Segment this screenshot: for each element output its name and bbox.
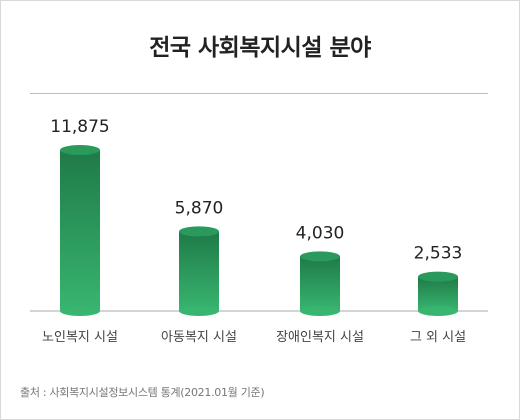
chart-title: 전국 사회복지시설 분야 xyxy=(149,35,371,61)
bar-value-label: 11,875 xyxy=(50,117,109,137)
bar-1 xyxy=(60,145,100,316)
x-tick-label: 아동복지 시설 xyxy=(161,330,237,345)
bar-body xyxy=(60,150,100,311)
bar-bottom-cap xyxy=(60,306,100,316)
title-divider xyxy=(30,93,488,94)
bar-3 xyxy=(300,251,340,316)
bar-bottom-cap xyxy=(179,306,219,316)
bar-body xyxy=(418,276,458,311)
bar-value-label: 4,030 xyxy=(296,223,345,243)
bar-top-cap xyxy=(179,226,219,237)
bar-body xyxy=(300,256,340,311)
bar-bottom-cap xyxy=(300,306,340,316)
bar-2 xyxy=(179,226,219,316)
x-tick-label: 장애인복지 시설 xyxy=(276,330,364,345)
bar-bottom-cap xyxy=(418,306,458,316)
x-tick-label: 그 외 시설 xyxy=(410,330,466,345)
bar-top-cap xyxy=(60,145,100,155)
source-note: 출처 : 사회복지시설정보시스템 통계(2021.01월 기준) xyxy=(20,386,265,399)
bar-4 xyxy=(418,271,458,316)
bar-body xyxy=(179,231,219,311)
bar-value-label: 5,870 xyxy=(175,198,224,218)
x-tick-label: 노인복지 시설 xyxy=(42,330,118,345)
bar-top-cap xyxy=(300,251,340,262)
bar-top-cap xyxy=(418,271,458,282)
bar-value-label: 2,533 xyxy=(414,244,463,264)
